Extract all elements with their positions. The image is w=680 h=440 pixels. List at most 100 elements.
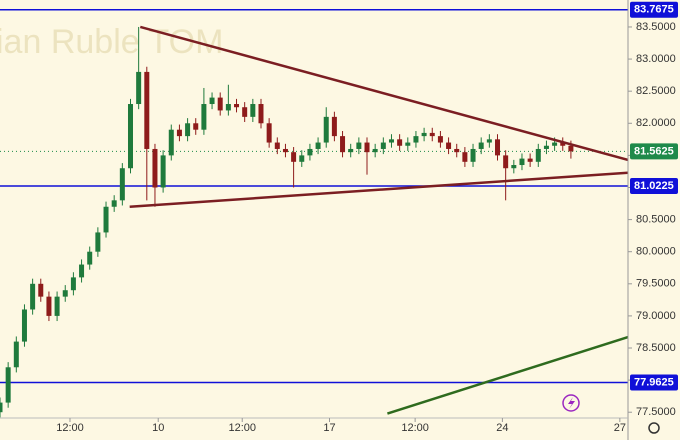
candle-body <box>103 206 109 233</box>
level-tag <box>630 374 678 391</box>
candle-body <box>62 290 68 297</box>
y-tick-label: 77.5000 <box>636 406 676 418</box>
candle-body <box>429 132 435 137</box>
y-tick-label: 80.5000 <box>636 214 676 226</box>
x-tick-label: 24 <box>496 422 508 434</box>
candle-body <box>511 165 517 169</box>
candle-body <box>46 296 52 316</box>
candle-body <box>176 129 182 137</box>
candle-body <box>258 104 264 124</box>
candle-body <box>323 116 329 143</box>
candle-body <box>152 148 158 188</box>
candle-body <box>225 104 231 111</box>
y-tick-label: 83.0000 <box>636 53 676 65</box>
candle-body <box>13 341 19 368</box>
candle-body <box>356 142 362 149</box>
candle-body <box>454 148 460 153</box>
candle-body <box>250 104 256 117</box>
candle-body <box>560 142 566 146</box>
trend-line <box>387 335 628 415</box>
candle-body <box>421 132 427 137</box>
candle-body <box>470 148 476 162</box>
candle-body <box>552 142 558 146</box>
candle-body <box>274 142 280 149</box>
level-label: 83.7675 <box>634 4 674 16</box>
candle-body <box>234 104 240 108</box>
candle-body <box>437 136 443 143</box>
candle-body <box>348 148 354 153</box>
level-label: 81.0225 <box>634 180 674 192</box>
candle-body <box>340 136 346 153</box>
candle-body <box>185 123 191 137</box>
candle-body <box>127 104 133 169</box>
last-price-tag <box>630 143 678 160</box>
candle-body <box>299 155 305 162</box>
x-tick-label: 17 <box>323 422 335 434</box>
candle-body <box>95 232 101 252</box>
y-tick-label: 79.0000 <box>636 310 676 322</box>
candle-body <box>397 139 403 146</box>
candle-body <box>364 142 370 153</box>
candle-body <box>462 152 468 162</box>
settings-icon[interactable] <box>648 422 660 434</box>
candle-body <box>478 142 484 149</box>
candle-body <box>5 367 11 403</box>
candle-body <box>70 277 76 291</box>
candle-body <box>87 251 93 265</box>
level-label: 77.9625 <box>634 376 674 388</box>
candle-body <box>388 139 394 143</box>
candle-body <box>380 142 386 149</box>
candle-body <box>495 139 501 156</box>
y-tick-label: 80.0000 <box>636 246 676 258</box>
x-tick-label: 12:00 <box>56 422 84 434</box>
candle-body <box>111 200 117 207</box>
y-tick-label: 82.5000 <box>636 85 676 97</box>
candle-body <box>307 148 313 156</box>
candle-body <box>282 148 288 153</box>
candle-body <box>79 264 85 278</box>
y-tick-label: 82.0000 <box>636 117 676 129</box>
watermark-title: ian Ruble TOM <box>0 23 223 61</box>
candle-body <box>405 142 411 146</box>
candle-body <box>527 158 533 162</box>
level-tag <box>630 178 678 195</box>
y-tick-label: 79.5000 <box>636 278 676 290</box>
candle-body <box>446 142 452 149</box>
trend-line <box>139 25 628 162</box>
candle-body <box>242 107 248 117</box>
candle-body <box>160 155 166 188</box>
candle-body <box>38 283 44 297</box>
candle-body <box>21 309 27 342</box>
candle-body <box>30 283 36 310</box>
plot-area <box>0 9 628 418</box>
candle-body <box>201 104 207 130</box>
x-tick-label: 10 <box>152 422 164 434</box>
candle-body <box>543 145 549 149</box>
candle-body <box>519 158 525 166</box>
candle-body <box>372 148 378 153</box>
candle-body <box>193 123 199 130</box>
candle-body <box>144 71 150 149</box>
y-tick-label: 83.5000 <box>636 21 676 33</box>
candle-body <box>331 116 337 137</box>
candle-body <box>209 97 215 105</box>
candle-body <box>315 142 321 149</box>
candle-body <box>535 148 541 162</box>
candle-body <box>168 129 174 156</box>
alert-icon-bolt <box>568 397 575 409</box>
candle-body <box>413 136 419 143</box>
x-tick-label: 12:00 <box>401 422 429 434</box>
alert-icon[interactable] <box>562 394 580 412</box>
y-tick-label: 78.5000 <box>636 342 676 354</box>
candle-body <box>291 152 297 162</box>
last-price-label: 81.5625 <box>634 145 674 157</box>
candle-body <box>136 71 142 105</box>
candle-body <box>119 168 125 201</box>
candle-body <box>486 139 492 143</box>
candle-body <box>266 123 272 143</box>
candle-body <box>217 97 223 111</box>
candle-body <box>503 155 509 169</box>
x-tick-label: 27 <box>614 422 626 434</box>
